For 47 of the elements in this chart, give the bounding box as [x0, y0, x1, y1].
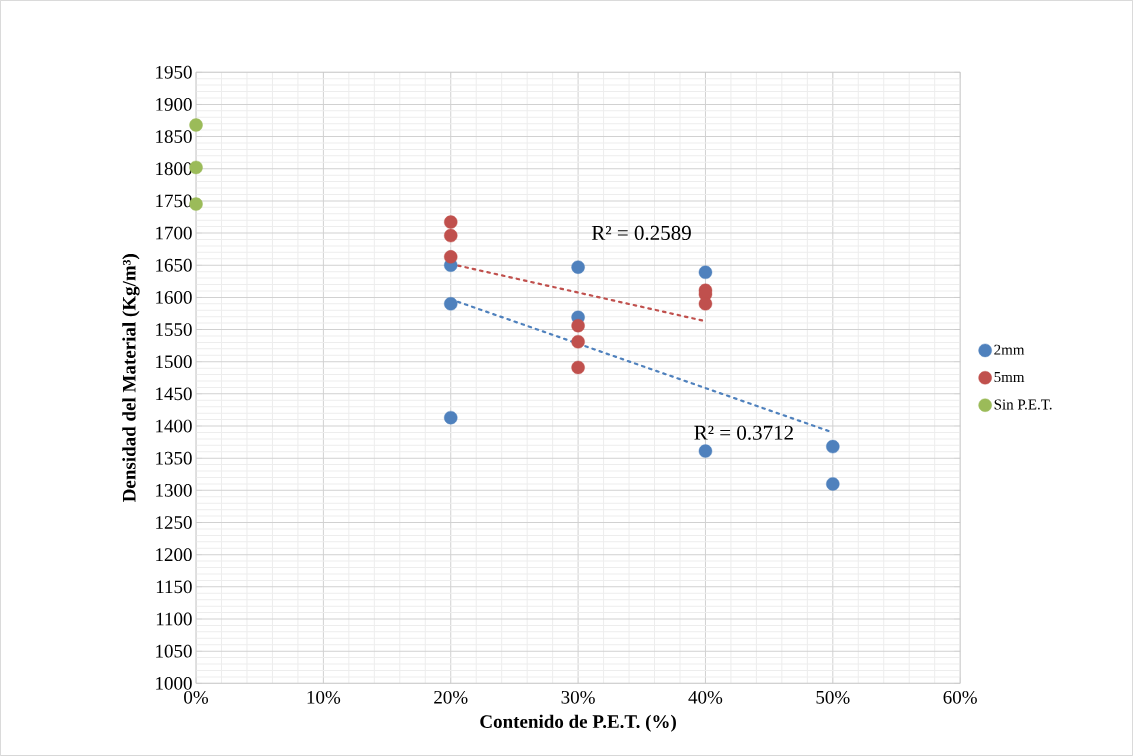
legend-label: Sin P.E.T. — [994, 399, 1052, 410]
x-tick-label: 0% — [184, 690, 209, 704]
point — [571, 335, 585, 349]
y-tick-label: 1100 — [156, 612, 192, 626]
y-tick-label: 1450 — [156, 387, 192, 401]
point — [571, 260, 585, 274]
y-tick-label: 1400 — [156, 419, 192, 433]
point — [444, 297, 458, 311]
point — [571, 360, 585, 375]
legend-label: 2mm — [994, 344, 1025, 355]
y-tick-label: 1050 — [156, 644, 192, 658]
y-tick-label: 1500 — [156, 355, 192, 369]
point — [444, 250, 458, 264]
y-axis-title: Densidad del Material (Kg/m³) — [122, 254, 140, 502]
y-tick-label: 1600 — [156, 291, 192, 304]
point — [698, 265, 713, 280]
x-tick-label: 60% — [943, 690, 977, 704]
y-tick-label: 1000 — [156, 676, 192, 690]
y-tick-label: 1550 — [156, 323, 192, 336]
x-tick-label: 30% — [561, 690, 595, 704]
y-tick-label: 1250 — [156, 516, 192, 529]
x-tick-label: 40% — [688, 690, 723, 704]
y-tick-label: 1850 — [156, 130, 192, 143]
point — [571, 319, 585, 333]
y-tick-label: 1700 — [156, 226, 192, 240]
y-tick-label: 1200 — [156, 548, 192, 562]
x-tick-label: 50% — [816, 690, 850, 704]
point — [698, 444, 713, 458]
point — [444, 410, 458, 425]
point — [444, 228, 458, 243]
y-tick-label: 1150 — [156, 580, 192, 594]
point — [826, 477, 840, 491]
x-axis-title: Contenido de P.E.T. (%) — [480, 714, 676, 732]
y-tick-label: 1950 — [156, 65, 192, 79]
annotation: R² = 0.3712 — [694, 425, 793, 440]
point — [826, 439, 840, 454]
x-tick-label: 20% — [434, 690, 468, 704]
point — [189, 118, 203, 132]
y-tick-label: 1300 — [156, 483, 192, 497]
legend-label: 5mm — [994, 372, 1025, 383]
x-tick-label: 10% — [307, 690, 341, 704]
point — [444, 215, 458, 229]
annotation: R² = 0.2589 — [591, 225, 691, 241]
point — [698, 297, 713, 311]
y-tick-label: 1900 — [156, 98, 192, 111]
y-tick-label: 1350 — [156, 451, 192, 465]
y-tick-label: 1650 — [156, 258, 192, 272]
